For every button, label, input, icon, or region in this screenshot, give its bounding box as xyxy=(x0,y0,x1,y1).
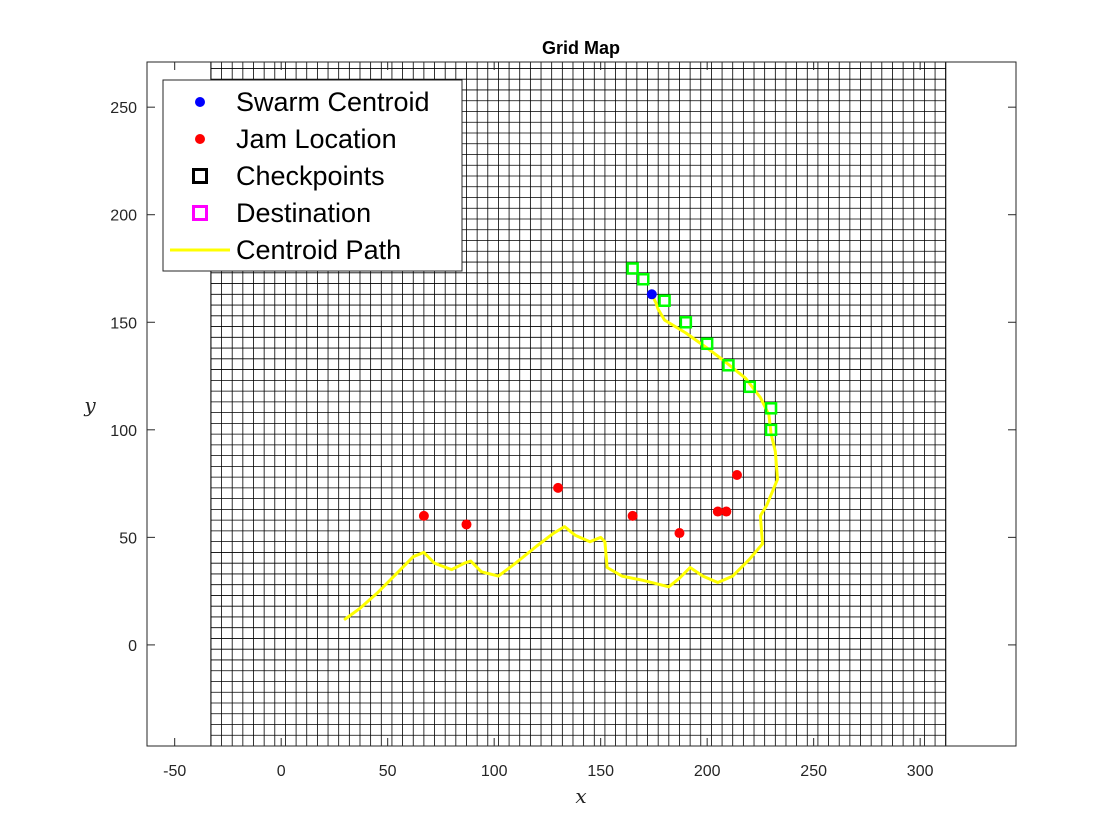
y-axis-label: y xyxy=(83,393,96,417)
tick-layer: -50 0 50 100 150 200 250 300 0 50 100 150 200 250 xyxy=(110,62,1016,780)
jam-location-point xyxy=(674,528,685,539)
checkpoints-point xyxy=(679,316,693,329)
checkpoints-point xyxy=(722,359,735,372)
checkpoints-point xyxy=(658,294,671,308)
legend-box xyxy=(162,79,463,272)
checkpoints-point xyxy=(764,402,778,415)
y-tick-label: 100 xyxy=(110,423,137,440)
x-tick-label: -50 xyxy=(163,763,186,780)
centroid-path-layer xyxy=(343,292,779,621)
jam-location-point xyxy=(721,506,732,517)
jam-location-point xyxy=(627,510,638,521)
x-tick-label: 0 xyxy=(277,763,286,780)
x-tick-label: 250 xyxy=(800,763,827,780)
x-tick-label: 200 xyxy=(694,763,721,780)
x-tick-label: 300 xyxy=(907,763,934,780)
axes-frame xyxy=(146,61,1017,747)
y-tick-label: 0 xyxy=(128,638,137,655)
checkpoints-point xyxy=(626,262,639,275)
jam-location-point xyxy=(712,506,723,517)
x-tick-label: 100 xyxy=(481,763,508,780)
checkpoints-point xyxy=(764,423,778,437)
chart-title: Grid Map xyxy=(542,38,620,58)
swarm-centroid-point xyxy=(646,289,657,300)
jam-location-point xyxy=(418,510,429,521)
jam-location-point xyxy=(553,482,564,493)
centroid-path-line xyxy=(343,292,779,621)
jam-location-point xyxy=(461,519,472,530)
x-axis-label: x xyxy=(575,784,586,808)
legend-label-destination: Destination xyxy=(236,198,371,228)
marker-layer xyxy=(418,262,778,539)
legend-label-centroid-path: Centroid Path xyxy=(236,235,401,265)
checkpoints-point xyxy=(637,272,650,286)
y-tick-label: 150 xyxy=(110,315,137,332)
legend-marker-swarm-centroid xyxy=(195,97,205,107)
x-tick-label: 150 xyxy=(587,763,614,780)
legend-label-jam-location: Jam Location xyxy=(236,124,397,154)
legend-marker-jam-location xyxy=(195,134,205,144)
legend-marker-checkpoints xyxy=(192,168,208,184)
legend-marker-destination xyxy=(192,205,208,221)
y-tick-label: 50 xyxy=(119,530,137,547)
y-tick-label: 250 xyxy=(110,100,137,117)
checkpoints-point xyxy=(700,337,714,351)
legend: Swarm Centroid Jam Location Checkpoints Des… xyxy=(162,79,463,272)
y-tick-label: 200 xyxy=(110,208,137,225)
legend-label-swarm-centroid: Swarm Centroid xyxy=(236,87,430,117)
jam-location-point xyxy=(731,469,742,480)
legend-label-checkpoints: Checkpoints xyxy=(236,161,385,191)
checkpoints-point xyxy=(743,380,757,394)
x-tick-label: 50 xyxy=(379,763,397,780)
